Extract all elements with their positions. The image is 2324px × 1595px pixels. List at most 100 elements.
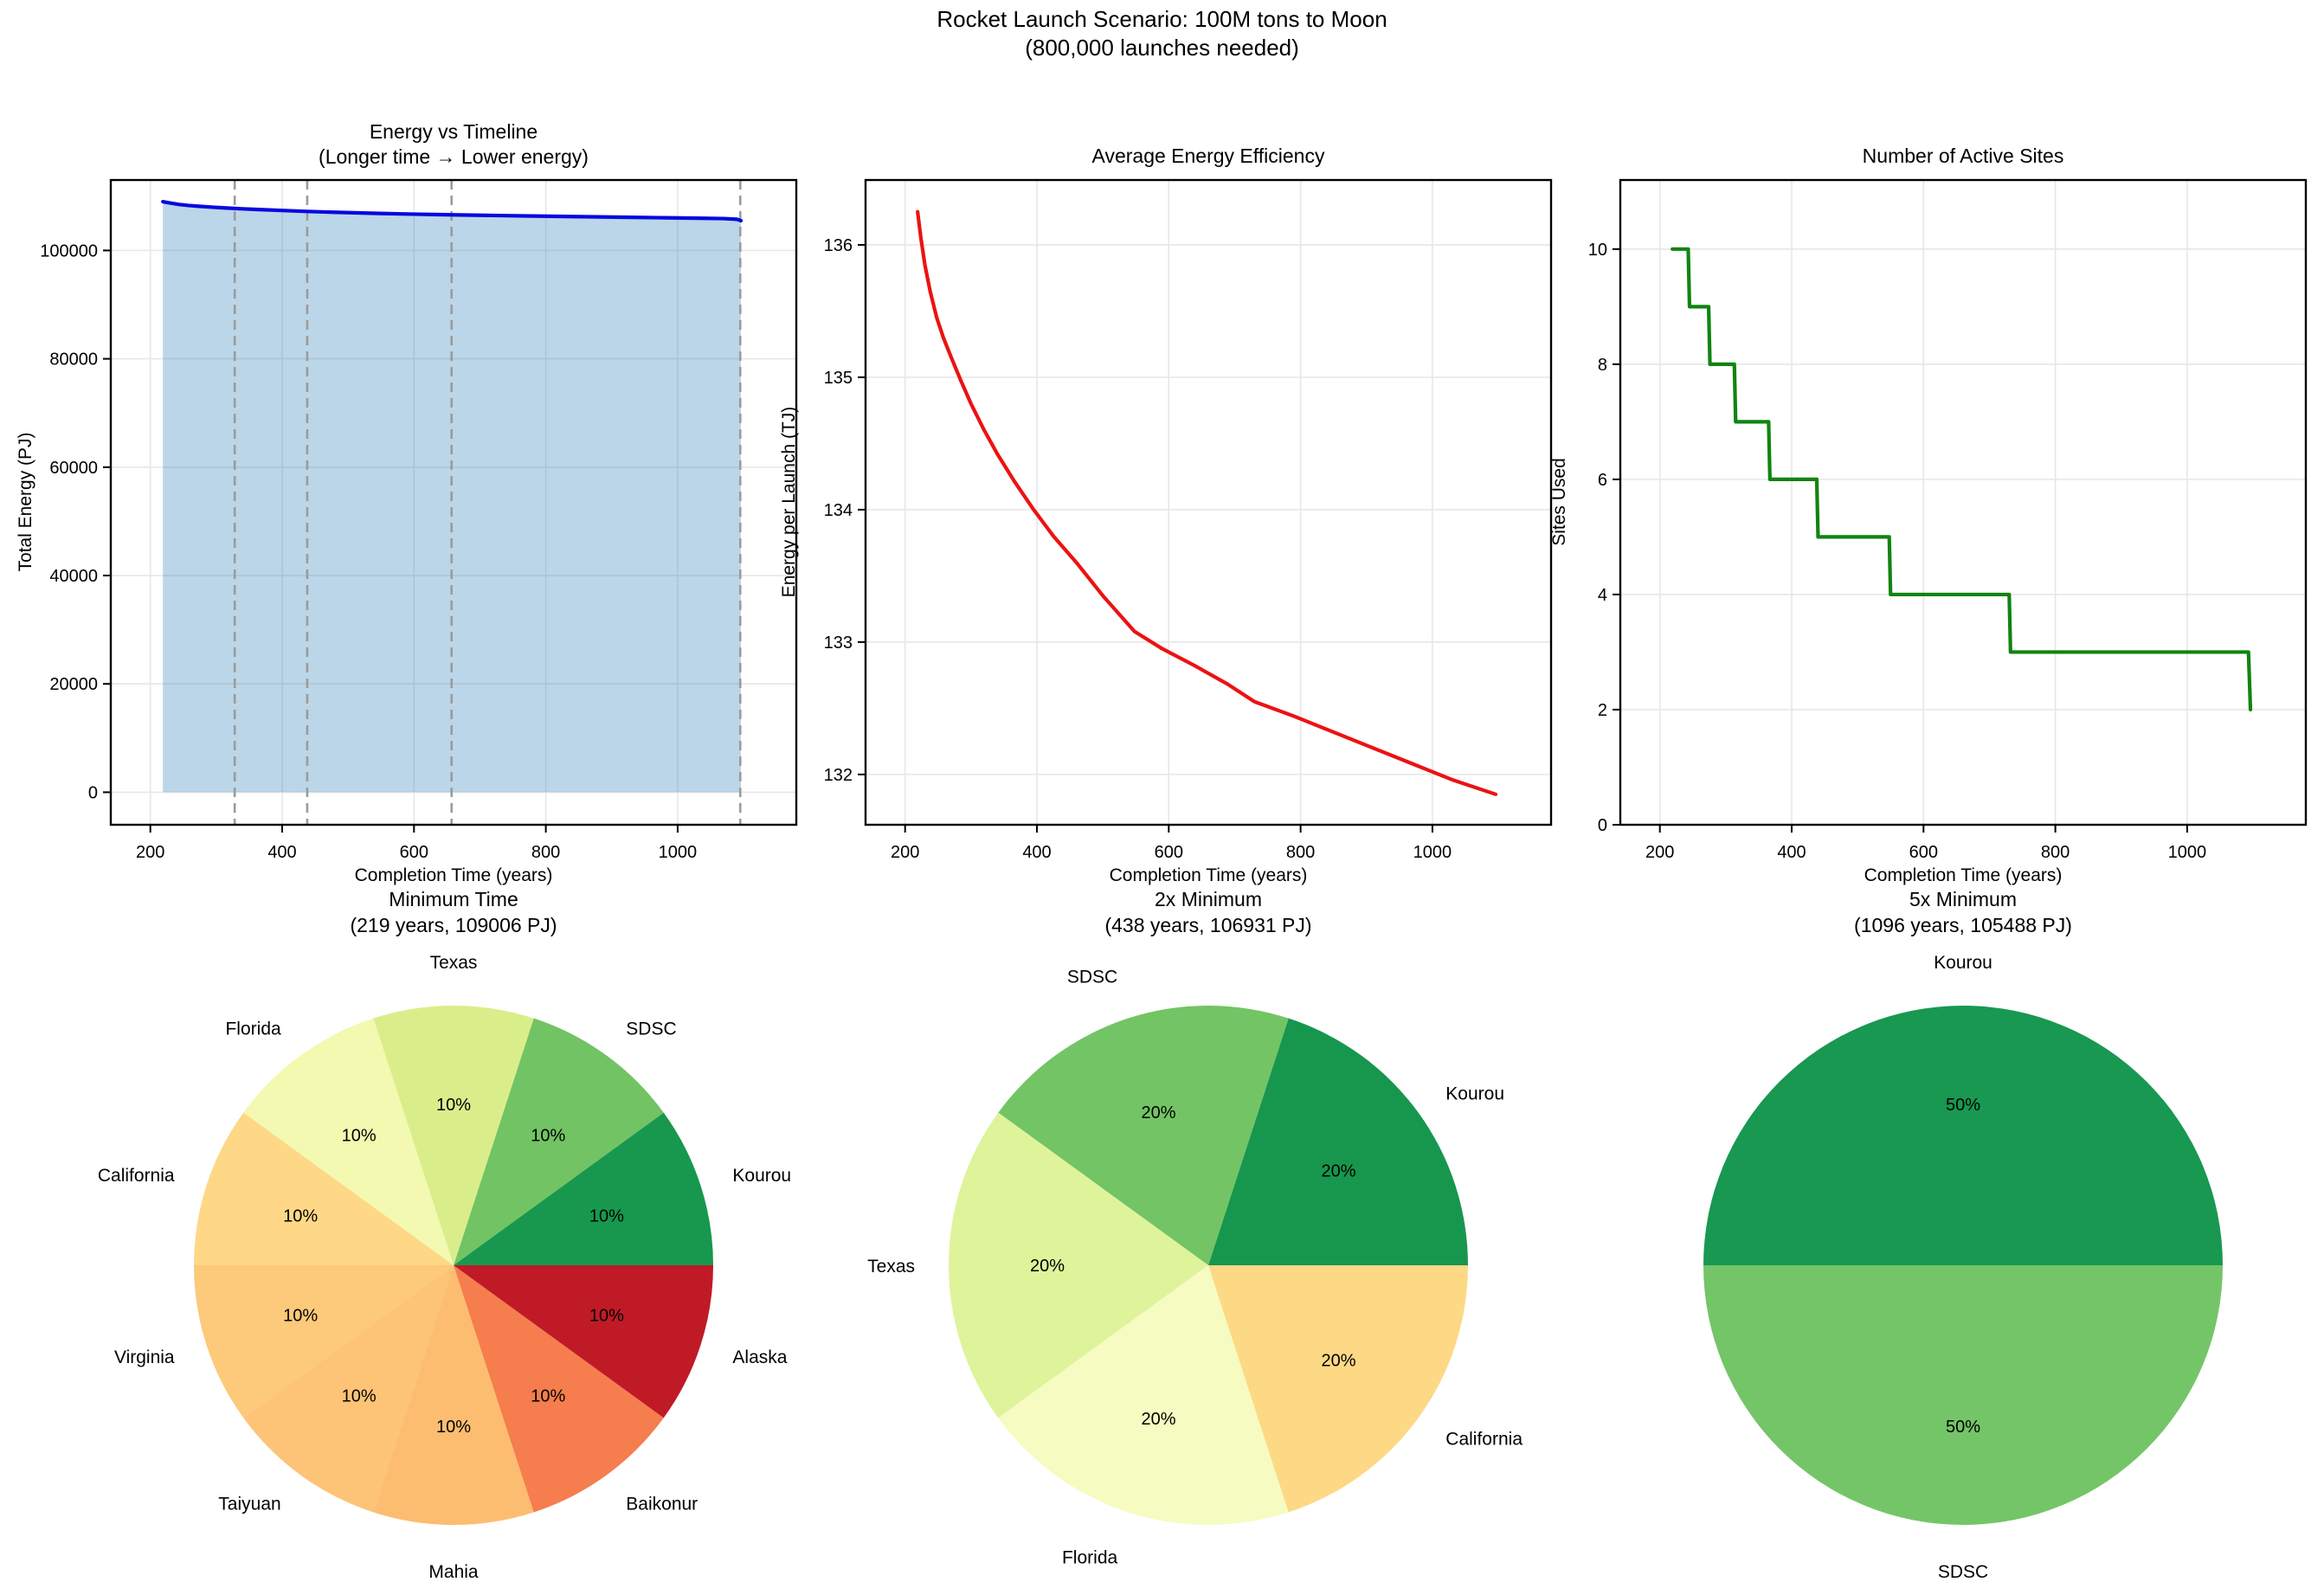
pie-slice-label: Florida <box>225 1019 281 1039</box>
sites-chart-xlabel: Completion Time (years) <box>1864 865 2063 885</box>
y-tick-label: 100000 <box>40 241 98 260</box>
pie-percent-label: 10% <box>589 1207 624 1226</box>
pie-slice <box>1208 1265 1468 1513</box>
x-tick-label: 600 <box>400 843 428 862</box>
pie1-title: Minimum Time (219 years, 109006 PJ) <box>194 886 713 938</box>
energy-chart-xlabel: Completion Time (years) <box>354 865 553 885</box>
energy-chart-ylabel: Total Energy (PJ) <box>16 432 35 572</box>
pie-slice <box>1703 1265 2223 1525</box>
x-tick-label: 200 <box>136 843 164 862</box>
axes-frame <box>864 178 1553 826</box>
pie-slice <box>243 1018 454 1265</box>
energy-chart-title: Energy vs Timeline (Longer time → Lower … <box>111 119 796 170</box>
pie2-title-line1: 2x Minimum <box>1155 888 1262 910</box>
y-tick-label: 20000 <box>49 675 98 694</box>
figure-title-line1: Rocket Launch Scenario: 100M tons to Moo… <box>937 6 1387 32</box>
x-tick-label: 600 <box>1909 843 1938 862</box>
x-tick-label: 200 <box>891 843 919 862</box>
pie-percent-label: 10% <box>342 1387 377 1406</box>
x-tick-label: 800 <box>2041 843 2070 862</box>
pie-percent-label: 10% <box>283 1307 318 1326</box>
pie-percent-label: 10% <box>589 1307 624 1326</box>
pie-slice-label: Baikonur <box>626 1494 698 1514</box>
pie-slice <box>454 1265 713 1418</box>
pie3-title: 5x Minimum (1096 years, 105488 PJ) <box>1703 886 2223 938</box>
sites-chart-ylabel: Sites Used <box>1549 458 1569 546</box>
pie1-title-line2: (219 years, 109006 PJ) <box>350 914 557 936</box>
figure-title-line2: (800,000 launches needed) <box>1025 35 1299 61</box>
pie-slice-label: SDSC <box>1938 1562 1988 1582</box>
axes-frame <box>1619 178 2308 826</box>
pie-slice <box>243 1265 454 1513</box>
y-tick-label: 40000 <box>49 567 98 586</box>
pie-slice <box>998 1005 1289 1265</box>
efficiency-chart-xlabel: Completion Time (years) <box>1109 865 1308 885</box>
y-tick-label: 132 <box>824 766 853 785</box>
efficiency-chart-ylabel: Energy per Launch (TJ) <box>779 406 799 598</box>
y-tick-label: 136 <box>824 236 853 255</box>
pie-slice-label: California <box>98 1166 175 1186</box>
efficiency-chart-title: Average Energy Efficiency <box>1091 145 1325 167</box>
pie-slice <box>998 1265 1289 1526</box>
pie-slice <box>454 1018 664 1265</box>
pie-slice-label: Texas <box>867 1257 915 1277</box>
pie-percent-label: 10% <box>531 1127 565 1146</box>
pie-slice <box>373 1005 534 1265</box>
y-tick-label: 2 <box>1598 701 1607 720</box>
pie-slice-label: Virginia <box>114 1347 175 1367</box>
pie-slice <box>373 1265 534 1526</box>
efficiency-line <box>916 209 1498 796</box>
pie-percent-label: 20% <box>1030 1257 1065 1276</box>
x-tick-label: 400 <box>267 843 296 862</box>
energy-chart-title-line1: Energy vs Timeline <box>369 120 538 143</box>
x-tick-label: 400 <box>1022 843 1051 862</box>
pie3-title-line1: 5x Minimum <box>1909 888 2017 910</box>
pie-slice <box>1703 1006 2223 1265</box>
pie-percent-label: 10% <box>283 1207 318 1226</box>
pie-slice-label: Kourou <box>1934 953 1992 973</box>
pie-slice-label: SDSC <box>626 1019 676 1039</box>
y-tick-label: 0 <box>88 783 98 802</box>
y-tick-label: 133 <box>824 633 853 653</box>
pie-slice <box>1208 1018 1468 1265</box>
pie-slice-label: Kourou <box>732 1166 791 1186</box>
y-tick-label: 134 <box>824 501 853 520</box>
pie-slice <box>194 1112 454 1265</box>
pie-slice-label: Alaska <box>732 1347 787 1367</box>
figure-title: Rocket Launch Scenario: 100M tons to Moo… <box>0 5 2324 62</box>
sites-chart-title: Number of Active Sites <box>1862 145 2064 167</box>
y-tick-label: 8 <box>1598 356 1607 375</box>
pie2-title-line2: (438 years, 106931 PJ) <box>1104 914 1312 936</box>
pie-percent-label: 10% <box>436 1418 471 1437</box>
x-tick-label: 800 <box>531 843 560 862</box>
x-tick-label: 1000 <box>1413 843 1452 862</box>
pie-slice <box>194 1265 454 1418</box>
pie-slice-label: Mahia <box>428 1562 479 1582</box>
y-tick-label: 0 <box>1598 816 1607 835</box>
pie-slice-label: Taiyuan <box>218 1494 280 1514</box>
x-tick-label: 400 <box>1777 843 1806 862</box>
x-tick-label: 1000 <box>659 843 698 862</box>
energy-chart-title-line2: (Longer time → Lower energy) <box>319 145 589 168</box>
x-tick-label: 200 <box>1645 843 1674 862</box>
pie-percent-label: 10% <box>531 1387 565 1406</box>
pie-slice-label: Florida <box>1062 1547 1118 1567</box>
pie3-title-line2: (1096 years, 105488 PJ) <box>1854 914 2072 936</box>
pie-slice-label: California <box>1445 1429 1523 1449</box>
pie-percent-label: 20% <box>1141 1410 1175 1429</box>
energy-line <box>161 199 744 223</box>
sites-step-line <box>1671 247 2253 712</box>
pie-slice <box>948 1112 1208 1418</box>
pie-slice-label: SDSC <box>1067 968 1117 987</box>
pie-percent-label: 20% <box>1321 1351 1355 1370</box>
x-tick-label: 800 <box>1286 843 1315 862</box>
pie-percent-label: 50% <box>1946 1418 1980 1437</box>
pie-slice-label: Texas <box>430 953 478 973</box>
pie-slice <box>454 1112 713 1265</box>
pie-percent-label: 20% <box>1141 1103 1175 1122</box>
y-tick-label: 60000 <box>49 459 98 478</box>
y-tick-label: 135 <box>824 369 853 388</box>
axes-frame <box>109 178 798 826</box>
